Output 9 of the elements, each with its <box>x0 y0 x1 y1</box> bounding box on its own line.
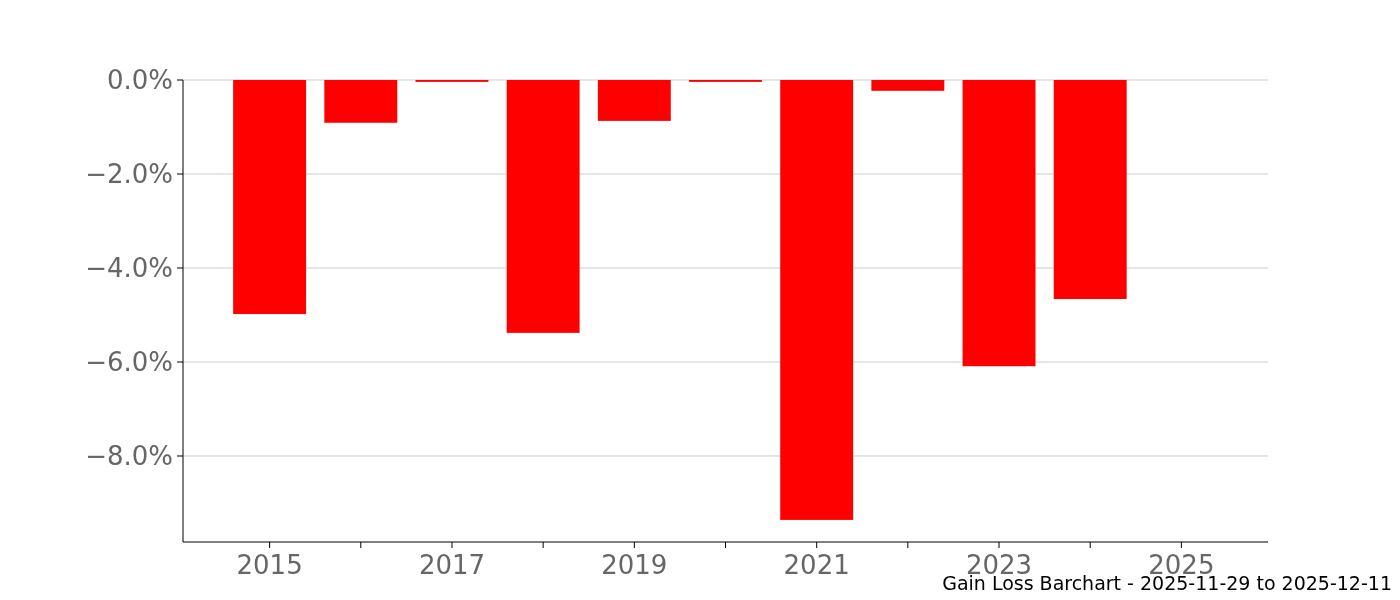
x-tick-label: 2017 <box>418 550 486 580</box>
y-tick-label: −4.0% <box>85 253 173 284</box>
x-tick-label: 2021 <box>783 550 850 580</box>
y-tick-label: −2.0% <box>85 159 173 190</box>
y-tick-label: −6.0% <box>85 347 173 378</box>
y-tick-label: 0.0% <box>106 65 173 96</box>
x-tick-label: 2015 <box>236 550 303 580</box>
y-tick-label: −8.0% <box>85 441 173 472</box>
x-tick-label: 2019 <box>601 550 668 580</box>
